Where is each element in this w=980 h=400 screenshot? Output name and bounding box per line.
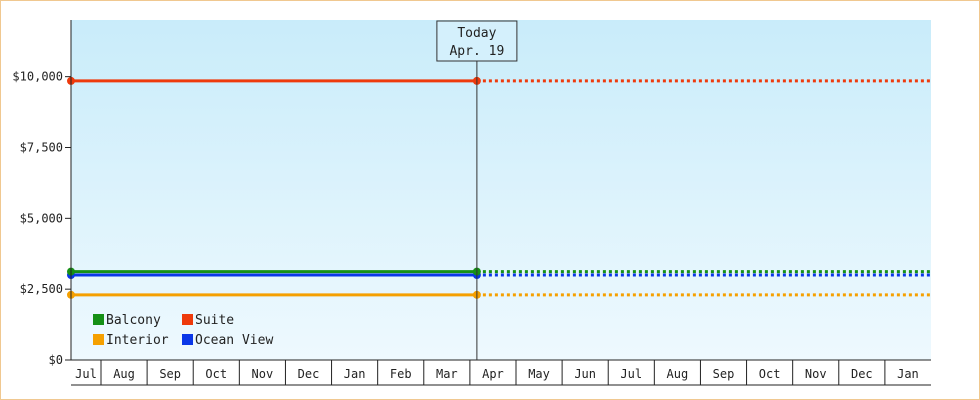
x-tick-label: Oct [759,367,781,381]
x-tick-label: Jan [344,367,366,381]
legend-label: Ocean View [195,333,273,348]
legend-item: Suite [182,313,234,328]
x-tick-label: Mar [436,367,458,381]
today-label-title: Today [457,26,496,41]
legend-swatch [93,334,104,345]
legend-item: Balcony [93,313,161,328]
legend-item: Interior [93,333,169,348]
series-balcony [67,267,931,276]
legend-swatch [93,314,104,325]
y-tick-label: $2,500 [20,282,63,296]
x-tick-label: Nov [252,367,274,381]
legend-item: Ocean View [182,333,273,348]
x-tick-label: Dec [298,367,320,381]
plot-area [71,20,931,360]
legend-label: Interior [106,333,169,348]
x-tick-label: Dec [851,367,873,381]
x-tick-label: Jan [897,367,919,381]
legend-swatch [182,314,193,325]
x-tick-label: Jul [620,367,642,381]
today-label-date: Apr. 19 [449,44,504,59]
x-tick-label: Jul [75,367,97,381]
y-tick-label: $7,500 [20,141,63,155]
legend-swatch [182,334,193,345]
x-tick-label: Apr [482,367,504,381]
x-tick-label: Jun [574,367,596,381]
x-tick-label: Feb [390,367,412,381]
x-tick-label: Nov [805,367,827,381]
x-tick-label: Sep [713,367,735,381]
legend-label: Suite [195,313,234,328]
y-tick-label: $10,000 [12,70,63,84]
x-tick-label: May [528,367,550,381]
x-tick-label: Aug [667,367,689,381]
series-interior [67,290,931,299]
legend-label: Balcony [106,313,161,328]
today-label-box [436,20,518,62]
y-tick-label: $5,000 [20,211,63,225]
x-tick-label: Oct [205,367,227,381]
y-tick-label: $0 [49,353,63,367]
x-tick-label: Aug [113,367,135,381]
x-tick-label: Sep [159,367,181,381]
